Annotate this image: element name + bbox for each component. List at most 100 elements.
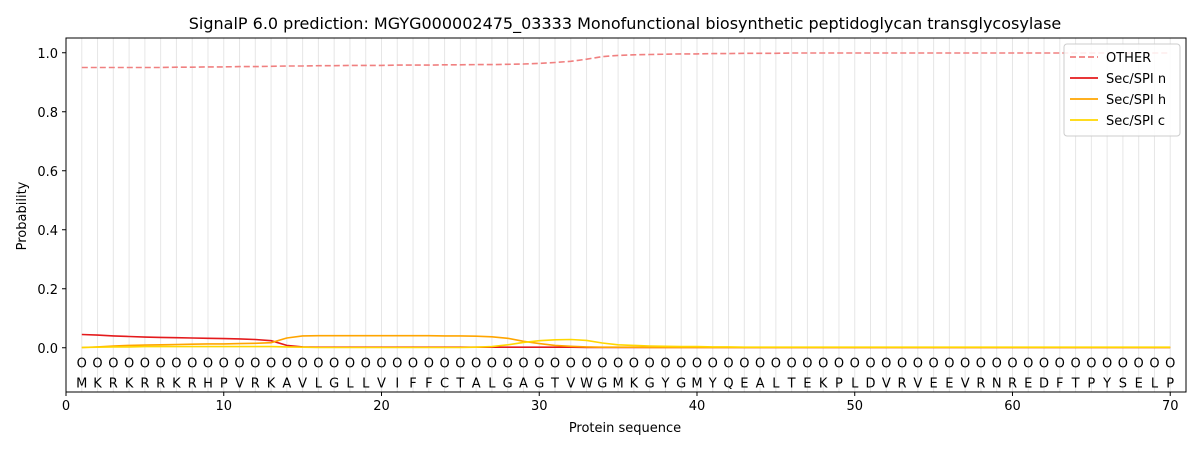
sequence-residue: F <box>425 377 432 392</box>
sequence-residue: K <box>630 377 639 392</box>
sequence-residue: G <box>503 377 513 392</box>
sequence-residue: V <box>298 377 307 392</box>
region-marker: O <box>960 357 970 372</box>
sequence-residue: R <box>188 377 197 392</box>
region-marker: O <box>834 357 844 372</box>
chart-title: SignalP 6.0 prediction: MGYG000002475_03… <box>189 14 1062 34</box>
sequence-residue: F <box>1056 377 1063 392</box>
region-marker: O <box>597 357 607 372</box>
sequence-residue: P <box>220 377 228 392</box>
region-marker: O <box>566 357 576 372</box>
region-marker: O <box>645 357 655 372</box>
sequence-residue: K <box>93 377 102 392</box>
sequence-residue: E <box>740 377 748 392</box>
region-marker: O <box>755 357 765 372</box>
sequence-residue: L <box>772 377 780 392</box>
region-marker: O <box>487 357 497 372</box>
region-marker: O <box>581 357 591 372</box>
region-marker: O <box>550 357 560 372</box>
region-marker: O <box>1165 357 1175 372</box>
region-marker: O <box>692 357 702 372</box>
legend-label: OTHER <box>1106 51 1151 66</box>
sequence-residue: K <box>125 377 134 392</box>
sequence-residue: L <box>315 377 323 392</box>
sequence-residue: K <box>267 377 276 392</box>
sequence-residue: M <box>613 377 624 392</box>
sequence-residue: V <box>913 377 922 392</box>
y-axis-label: Probability <box>15 181 30 250</box>
region-marker: O <box>1070 357 1080 372</box>
region-marker: O <box>739 357 749 372</box>
sequence-residue: A <box>756 377 765 392</box>
sequence-residue: L <box>851 377 859 392</box>
region-marker: O <box>219 357 229 372</box>
sequence-residue: F <box>409 377 416 392</box>
region-marker: O <box>266 357 276 372</box>
sequence-residue: G <box>534 377 544 392</box>
sequence-residue: E <box>929 377 937 392</box>
x-tick-label: 50 <box>846 399 863 414</box>
sequence-residue: D <box>1039 377 1049 392</box>
sequence-residue: L <box>346 377 354 392</box>
sequence-residue: R <box>109 377 118 392</box>
region-marker: O <box>171 357 181 372</box>
sequence-residue: P <box>835 377 843 392</box>
sequence-residue: L <box>1151 377 1159 392</box>
sequence-residue: V <box>882 377 891 392</box>
region-marker: O <box>156 357 166 372</box>
region-marker: O <box>723 357 733 372</box>
x-tick-label: 0 <box>62 399 70 414</box>
region-marker: O <box>1007 357 1017 372</box>
sequence-residue: T <box>787 377 796 392</box>
sequence-residue: R <box>898 377 907 392</box>
region-marker: O <box>471 357 481 372</box>
sequence-residue: P <box>1087 377 1095 392</box>
x-tick-label: 10 <box>215 399 232 414</box>
y-tick-label: 0.6 <box>37 165 58 180</box>
region-marker: O <box>1134 357 1144 372</box>
region-marker: O <box>944 357 954 372</box>
legend-box <box>1063 43 1181 137</box>
x-tick-label: 20 <box>373 399 390 414</box>
sequence-residue: M <box>691 377 702 392</box>
sequence-residue: I <box>395 377 399 392</box>
sequence-residue: Q <box>723 377 733 392</box>
sequence-residue: E <box>1135 377 1143 392</box>
sequence-residue: K <box>172 377 181 392</box>
region-marker: O <box>787 357 797 372</box>
sequence-residue: E <box>803 377 811 392</box>
sequence-residue: V <box>566 377 575 392</box>
region-marker: O <box>865 357 875 372</box>
region-marker: O <box>92 357 102 372</box>
series-lines <box>81 52 1171 349</box>
region-marker: O <box>345 357 355 372</box>
sequence-residue: R <box>976 377 985 392</box>
region-marker: O <box>818 357 828 372</box>
region-marker: O <box>108 357 118 372</box>
x-tick-label: 30 <box>531 399 548 414</box>
sequence-residue: Y <box>1102 377 1111 392</box>
region-marker: O <box>439 357 449 372</box>
region-marker: O <box>329 357 339 372</box>
y-tick-label: 1.0 <box>37 47 58 62</box>
region-marker: O <box>534 357 544 372</box>
sequence-residue: T <box>455 377 464 392</box>
region-marker: O <box>203 357 213 372</box>
sequence-residue: A <box>282 377 291 392</box>
sequence-residue: K <box>819 377 828 392</box>
sequence-residue: P <box>1166 377 1174 392</box>
region-marker: O <box>1102 357 1112 372</box>
sequence-residue: A <box>519 377 528 392</box>
sequence-residue: L <box>488 377 496 392</box>
y-tick-label: 0.4 <box>37 224 58 239</box>
sequence-residue: C <box>440 377 449 392</box>
sequence-residue: L <box>362 377 370 392</box>
y-axis-ticks: 0.0 0.2 0.4 0.6 0.8 1.0 <box>37 47 66 357</box>
sequence-residue: M <box>76 377 87 392</box>
sequence-residue: H <box>203 377 213 392</box>
region-marker: O <box>676 357 686 372</box>
sequence-residue: E <box>1024 377 1032 392</box>
region-marker: O <box>282 357 292 372</box>
sequence-gridlines <box>81 38 1171 392</box>
